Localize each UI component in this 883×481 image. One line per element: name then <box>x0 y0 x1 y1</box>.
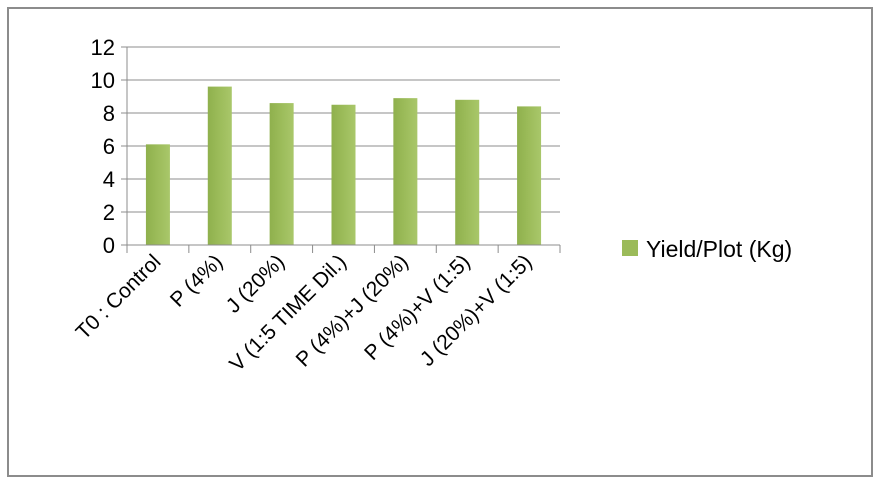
y-tick-label: 8 <box>103 101 115 126</box>
y-tick-label: 2 <box>103 200 115 225</box>
legend-swatch <box>622 240 638 256</box>
bar <box>517 106 542 246</box>
bar <box>269 103 294 245</box>
x-category-label: P (4%)+J (20%) <box>292 250 413 371</box>
bars <box>145 86 542 246</box>
bar <box>145 144 170 245</box>
bar <box>393 98 418 246</box>
y-tick-label: 10 <box>91 68 115 93</box>
gridlines <box>127 46 560 213</box>
x-category-label: P (4%)+V (1:5) <box>360 250 475 365</box>
y-tick-label: 12 <box>91 35 115 60</box>
legend-label: Yield/Plot (Kg) <box>646 236 792 262</box>
y-tick-label: 0 <box>103 233 115 258</box>
y-axis: 0 2 4 6 8 10 12 <box>91 35 128 258</box>
bar <box>331 104 356 245</box>
bar <box>207 86 232 245</box>
y-tick-label: 6 <box>103 134 115 159</box>
x-axis: T0 : Control P (4%)J (20%)V (1:5 TIME Dil… <box>72 244 561 376</box>
x-category-label: T0 : Control <box>72 250 166 344</box>
y-tick-label: 4 <box>103 167 115 192</box>
bar <box>455 99 480 245</box>
x-category-label: P (4%) <box>166 250 227 311</box>
x-category-label: J (20%)+V (1:5) <box>416 250 537 371</box>
x-category-label: V (1:5 TIME Dil.) <box>225 250 351 376</box>
legend: Yield/Plot (Kg) <box>622 236 792 262</box>
